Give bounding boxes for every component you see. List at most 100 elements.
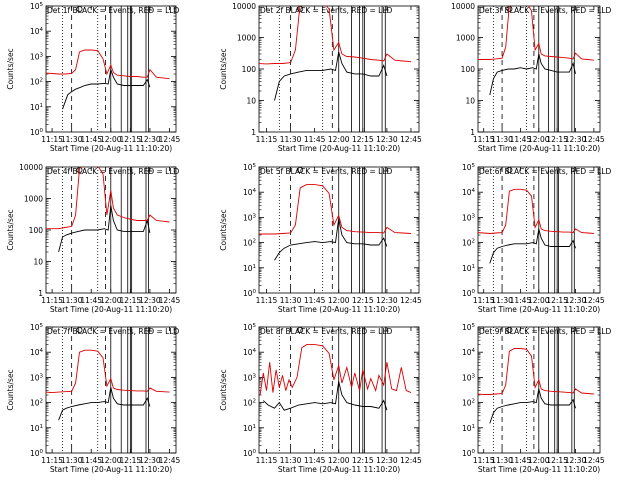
y-tick-label: 103 [462, 213, 476, 222]
series-line-lld [478, 348, 594, 395]
x-tick-label: 12:45 [583, 296, 605, 305]
x-axis-label: Start Time (20-Aug-11 11:10:20) [278, 465, 400, 474]
x-axis-label: Start Time (20-Aug-11 11:10:20) [278, 144, 400, 153]
x-tick-label: 11:30 [61, 296, 83, 305]
series-line-lld [259, 184, 412, 235]
y-axis-label: Counts/sec [6, 48, 15, 89]
x-axis-label: Start Time (20-Aug-11 11:10:20) [478, 465, 600, 474]
y-tick-exponent: 4 [472, 348, 476, 354]
x-tick-label: 11:15 [41, 135, 63, 144]
chart-title: Det 9f BLACK = Events, RED = LLD [479, 327, 612, 336]
x-tick-label: 12:45 [400, 456, 422, 465]
plot-area [46, 327, 170, 453]
circle-marker [76, 6, 83, 12]
x-tick-label: 12:15 [352, 135, 374, 144]
x-tick-label: 11:45 [510, 135, 532, 144]
y-tick-label: 103 [30, 373, 44, 382]
y-tick-label: 101 [243, 264, 256, 273]
circle-marker [297, 327, 304, 333]
y-tick-label: 100 [462, 449, 476, 458]
x-tick-label: 12:15 [546, 135, 568, 144]
y-tick-exponent: 3 [253, 213, 257, 219]
y-tick-label: 1 [38, 289, 43, 298]
y-tick-label: 100 [30, 449, 44, 458]
series-line-events [58, 387, 151, 421]
y-tick-label: 10 [33, 258, 43, 267]
y-tick-label: 102 [462, 239, 475, 248]
x-tick-label: 12:15 [120, 456, 142, 465]
plot-area [259, 327, 412, 453]
y-tick-label: 104 [462, 188, 476, 197]
x-axis-label: Start Time (20-Aug-11 11:10:20) [278, 305, 400, 314]
x-tick-label: 12:45 [159, 456, 181, 465]
y-tick-label: 1000 [456, 34, 475, 43]
plot-area [478, 327, 594, 453]
circle-marker [76, 327, 83, 333]
chart-panel-2: 11:15 11:30 11:45 12:00 12:15 12:30 12:45 1 10 10… [219, 2, 422, 153]
series-line-events [274, 218, 388, 261]
x-tick-label: 11:45 [304, 296, 326, 305]
chart-title: Det 8f BLACK = Events, RED = LLD [260, 327, 393, 336]
x-axis-label: Start Time (20-Aug-11 11:10:20) [50, 144, 172, 153]
x-tick-label: 12:30 [376, 135, 398, 144]
y-tick-exponent: 0 [40, 128, 44, 134]
chart-title: Det 2f BLACK = Events, RED = LLD [260, 6, 393, 15]
y-tick-exponent: 3 [40, 373, 44, 379]
x-tick-label: 12:15 [352, 296, 374, 305]
y-tick-label: 100 [242, 65, 257, 74]
y-tick-label: 1 [251, 128, 256, 137]
x-tick-label: 12:00 [328, 456, 350, 465]
circle-marker [506, 167, 513, 173]
y-tick-label: 103 [30, 52, 44, 61]
x-tick-label: 11:30 [491, 456, 513, 465]
y-tick-exponent: 3 [472, 373, 476, 379]
chart-panel-1: 11:1511:3011:4512:0012:1512:3012:4510010… [6, 2, 181, 153]
y-tick-exponent: 4 [253, 188, 257, 194]
plot-area [46, 6, 170, 132]
y-tick-exponent: 5 [253, 163, 257, 169]
series-line-events [489, 388, 576, 424]
y-tick-label: 1000 [237, 34, 256, 43]
y-tick-exponent: 4 [472, 188, 476, 194]
x-tick-label: 12:00 [528, 135, 550, 144]
x-tick-label: 12:15 [546, 456, 568, 465]
y-tick-label: 102 [30, 78, 43, 87]
y-axis-label: Counts/sec [219, 209, 228, 250]
y-tick-label: 103 [462, 373, 476, 382]
x-tick-label: 11:45 [510, 296, 532, 305]
y-tick-exponent: 0 [253, 449, 257, 455]
chart-title: Det 3f BLACK = Events, RED = LLD [479, 6, 612, 15]
x-tick-label: 12:30 [376, 296, 398, 305]
series-line-events [62, 67, 151, 110]
y-tick-label: 104 [30, 27, 44, 36]
plot-area [46, 167, 170, 293]
x-tick-label: 11:15 [473, 456, 495, 465]
y-tick-label: 104 [462, 348, 476, 357]
x-tick-label: 11:45 [80, 456, 102, 465]
series-line-events [489, 228, 576, 264]
y-tick-label: 105 [243, 163, 257, 172]
y-tick-label: 10000 [19, 163, 43, 172]
y-tick-exponent: 4 [253, 348, 257, 354]
y-tick-label: 102 [243, 399, 256, 408]
y-tick-exponent: 1 [253, 264, 257, 270]
plot-area [478, 167, 594, 293]
x-tick-label: 11:15 [41, 456, 63, 465]
x-tick-label: 11:30 [61, 456, 83, 465]
x-tick-label: 12:30 [139, 456, 161, 465]
y-tick-exponent: 2 [253, 239, 257, 245]
y-tick-label: 104 [243, 348, 257, 357]
y-tick-label: 100 [462, 289, 476, 298]
x-tick-label: 12:00 [528, 456, 550, 465]
x-tick-label: 12:15 [546, 296, 568, 305]
y-tick-label: 101 [30, 103, 43, 112]
x-tick-label: 12:30 [139, 296, 161, 305]
y-tick-exponent: 1 [472, 424, 476, 430]
x-tick-label: 12:30 [376, 456, 398, 465]
y-tick-label: 105 [462, 163, 476, 172]
y-tick-label: 103 [243, 213, 257, 222]
y-tick-exponent: 4 [40, 348, 44, 354]
